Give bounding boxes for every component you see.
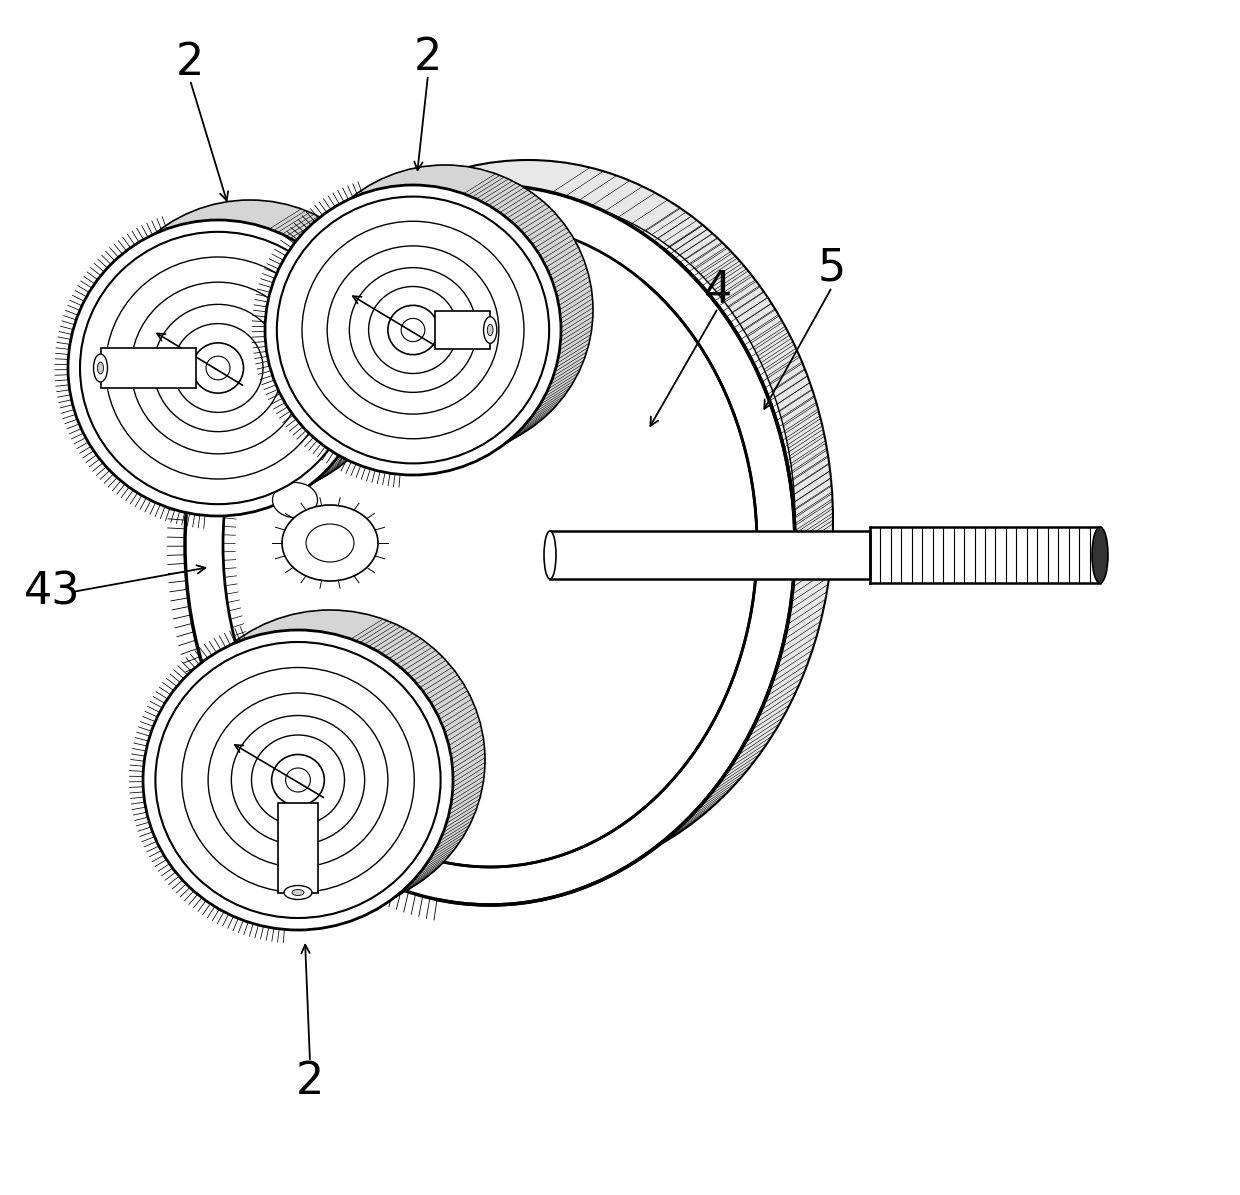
Bar: [551, 531, 870, 580]
Ellipse shape: [327, 246, 498, 415]
Ellipse shape: [174, 324, 263, 412]
Ellipse shape: [265, 185, 560, 474]
Ellipse shape: [93, 354, 108, 382]
Text: 5: 5: [818, 246, 846, 289]
Ellipse shape: [223, 223, 756, 868]
Text: 2: 2: [296, 1060, 324, 1103]
Ellipse shape: [100, 200, 401, 496]
Ellipse shape: [232, 716, 365, 845]
Ellipse shape: [185, 185, 795, 905]
Ellipse shape: [223, 160, 833, 880]
Ellipse shape: [252, 735, 345, 825]
Text: 4: 4: [704, 269, 732, 312]
Bar: [278, 803, 317, 893]
Ellipse shape: [402, 318, 425, 342]
Ellipse shape: [484, 317, 497, 343]
Ellipse shape: [291, 889, 304, 895]
Ellipse shape: [192, 343, 243, 393]
Ellipse shape: [544, 531, 556, 580]
Text: 2: 2: [176, 41, 205, 84]
Bar: [100, 348, 196, 388]
Ellipse shape: [260, 198, 795, 842]
Ellipse shape: [206, 356, 229, 380]
Ellipse shape: [284, 885, 312, 900]
Ellipse shape: [68, 220, 368, 516]
Ellipse shape: [285, 768, 310, 792]
Ellipse shape: [273, 483, 317, 517]
Text: 43: 43: [24, 570, 81, 613]
Ellipse shape: [131, 282, 305, 454]
Ellipse shape: [154, 305, 283, 431]
Ellipse shape: [306, 523, 353, 562]
Ellipse shape: [175, 609, 485, 911]
Ellipse shape: [388, 306, 438, 355]
Ellipse shape: [208, 693, 388, 868]
Ellipse shape: [143, 630, 453, 930]
Ellipse shape: [277, 197, 549, 464]
Ellipse shape: [105, 257, 331, 479]
Ellipse shape: [272, 754, 325, 805]
Text: 2: 2: [414, 36, 443, 79]
Ellipse shape: [303, 221, 525, 439]
Ellipse shape: [182, 668, 414, 893]
Ellipse shape: [81, 232, 356, 504]
Ellipse shape: [1092, 527, 1109, 583]
Ellipse shape: [350, 268, 476, 392]
Bar: [435, 311, 490, 349]
Ellipse shape: [98, 362, 103, 374]
Ellipse shape: [487, 324, 494, 336]
Ellipse shape: [281, 505, 378, 581]
Ellipse shape: [155, 642, 440, 918]
Ellipse shape: [298, 165, 593, 455]
Ellipse shape: [368, 287, 458, 374]
Ellipse shape: [263, 200, 794, 840]
